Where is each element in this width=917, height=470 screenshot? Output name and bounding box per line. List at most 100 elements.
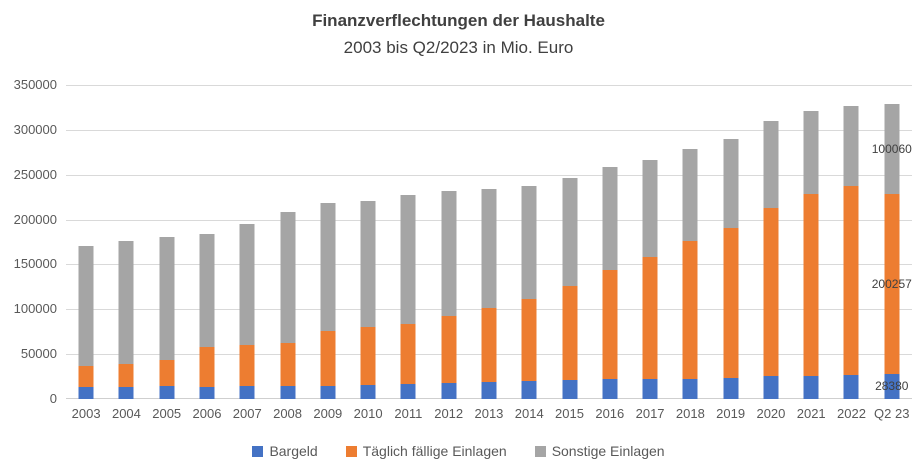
bar-segment-sonstige-einlagen	[682, 149, 698, 242]
bar-segment-sonstige-einlagen	[441, 190, 457, 316]
bar-stack	[400, 195, 416, 399]
bar-segment-täglich-fällige-einlagen	[682, 241, 698, 379]
bar-segment-bargeld	[360, 385, 376, 399]
bar-segment-täglich-fällige-einlagen	[199, 346, 215, 388]
bar-segment-bargeld	[602, 378, 618, 399]
x-axis-tick-label: 2021	[796, 406, 826, 421]
x-axis-tick-label: 2020	[756, 406, 786, 421]
bar-segment-bargeld	[803, 376, 819, 399]
bar-segment-täglich-fällige-einlagen	[320, 330, 336, 386]
bar-segment-bargeld	[562, 380, 578, 399]
bar-segment-bargeld	[723, 377, 739, 399]
bar-segment-täglich-fällige-einlagen	[843, 185, 859, 375]
data-label: 200257	[871, 276, 912, 291]
bar-segment-sonstige-einlagen	[78, 246, 94, 366]
y-axis-tick-label: 100000	[13, 301, 57, 317]
bar-segment-sonstige-einlagen	[803, 111, 819, 195]
bar-stack	[562, 178, 578, 399]
y-axis-tick-label: 0	[49, 391, 57, 406]
chart-subtitle: 2003 bis Q2/2023 in Mio. Euro	[343, 38, 574, 57]
bar-column-2004: 2004	[106, 85, 146, 421]
x-axis-tick-label: 2013	[474, 406, 504, 421]
bar-segment-bargeld	[199, 387, 215, 399]
bar-stack	[320, 202, 336, 399]
bar-column-2015: 2015	[549, 85, 589, 421]
bar-segment-sonstige-einlagen	[199, 233, 215, 347]
bar-segment-sonstige-einlagen	[763, 121, 779, 208]
y-axis-tick-label: 200000	[13, 211, 57, 227]
bar-segment-sonstige-einlagen	[843, 106, 859, 186]
bar-stack	[280, 211, 296, 399]
bar-column-2010: 2010	[348, 85, 388, 421]
bar-segment-sonstige-einlagen	[239, 223, 255, 346]
bar-segment-täglich-fällige-einlagen	[481, 307, 497, 382]
bar-segment-täglich-fällige-einlagen	[360, 326, 376, 386]
bar-segment-täglich-fällige-einlagen	[78, 365, 94, 387]
y-axis-tick-label: 250000	[13, 166, 57, 182]
bar-segment-sonstige-einlagen	[320, 202, 336, 331]
x-axis-tick-label: 2009	[313, 406, 343, 421]
legend-label: Bargeld	[269, 443, 318, 459]
legend-marker-icon	[534, 445, 546, 457]
x-axis-tick-label: 2003	[71, 406, 101, 421]
legend-label: Sonstige Einlagen	[551, 443, 665, 459]
bar-column-2017: 2017	[630, 85, 670, 421]
bar-column-2016: 2016	[590, 85, 630, 421]
bar-segment-sonstige-einlagen	[118, 241, 134, 365]
bar-stack	[602, 167, 618, 399]
bar-stack	[159, 237, 175, 399]
bar-column-2020: 2020	[751, 85, 791, 421]
bar-stack	[803, 111, 819, 399]
bar-column-2005: 2005	[147, 85, 187, 421]
bar-stack	[723, 138, 739, 399]
bar-segment-bargeld	[441, 383, 457, 399]
bar-segment-sonstige-einlagen	[481, 189, 497, 308]
bar-segment-täglich-fällige-einlagen	[118, 364, 134, 387]
bar-column-2022: 2022	[831, 85, 871, 421]
bar-column-2014: 2014	[509, 85, 549, 421]
bar-stack	[642, 159, 658, 399]
bar-stack	[884, 104, 900, 399]
x-axis-tick-label: 2016	[595, 406, 625, 421]
x-axis-tick-label: 2010	[353, 406, 383, 421]
bar-segment-bargeld	[280, 386, 296, 399]
bar-column-2013: 2013	[469, 85, 509, 421]
legend-item-täglich-fällige-einlagen: Täglich fällige Einlagen	[345, 443, 507, 459]
bar-column-2012: 2012	[429, 85, 469, 421]
bar-column-2006: 2006	[187, 85, 227, 421]
bar-segment-täglich-fällige-einlagen	[803, 194, 819, 377]
bar-stack	[441, 190, 457, 399]
x-axis-tick-label: 2022	[837, 406, 866, 421]
bar-segment-täglich-fällige-einlagen	[159, 359, 175, 386]
bar-segment-sonstige-einlagen	[521, 185, 537, 299]
x-axis-tick-label: 2007	[232, 406, 262, 421]
y-axis-tick-label: 350000	[13, 77, 57, 92]
legend-item-sonstige-einlagen: Sonstige Einlagen	[534, 443, 665, 459]
data-label: 100060	[871, 142, 912, 156]
bar-column-2009: 2009	[308, 85, 348, 421]
x-axis-tick-label: 2008	[273, 406, 303, 421]
legend-label: Täglich fällige Einlagen	[362, 443, 507, 459]
bar-segment-bargeld	[481, 381, 497, 399]
plot-area: 2003 2004 2005 2006 2007 2008 2009 2010 2011 2012…	[66, 85, 912, 421]
gridline	[66, 129, 912, 131]
x-axis-tick-label: 2012	[434, 406, 464, 421]
bar-segment-täglich-fällige-einlagen	[642, 256, 658, 379]
bar-column-2018: 2018	[670, 85, 710, 421]
bar-segment-bargeld	[159, 386, 175, 399]
bar-column-q2-23: 28380 200257 100060 Q2 23	[871, 85, 912, 421]
bar-segment-sonstige-einlagen	[400, 195, 416, 325]
bar-segment-täglich-fällige-einlagen	[280, 342, 296, 387]
legend: Bargeld Täglich fällige Einlagen Sonstige …	[0, 443, 917, 459]
bar-segment-täglich-fällige-einlagen	[239, 345, 255, 387]
bar-column-2008: 2008	[267, 85, 307, 421]
x-axis-tick-label: 2005	[152, 406, 182, 421]
x-axis-tick-label: 2015	[555, 406, 584, 421]
bar-segment-bargeld	[763, 376, 779, 399]
bar-stack	[682, 149, 698, 399]
bar-segment-bargeld	[400, 383, 416, 399]
bar-column-2003: 2003	[66, 85, 106, 421]
bar-stack	[118, 241, 134, 399]
x-axis-tick-label: Q2 23	[874, 406, 910, 421]
bar-segment-sonstige-einlagen	[280, 211, 296, 343]
